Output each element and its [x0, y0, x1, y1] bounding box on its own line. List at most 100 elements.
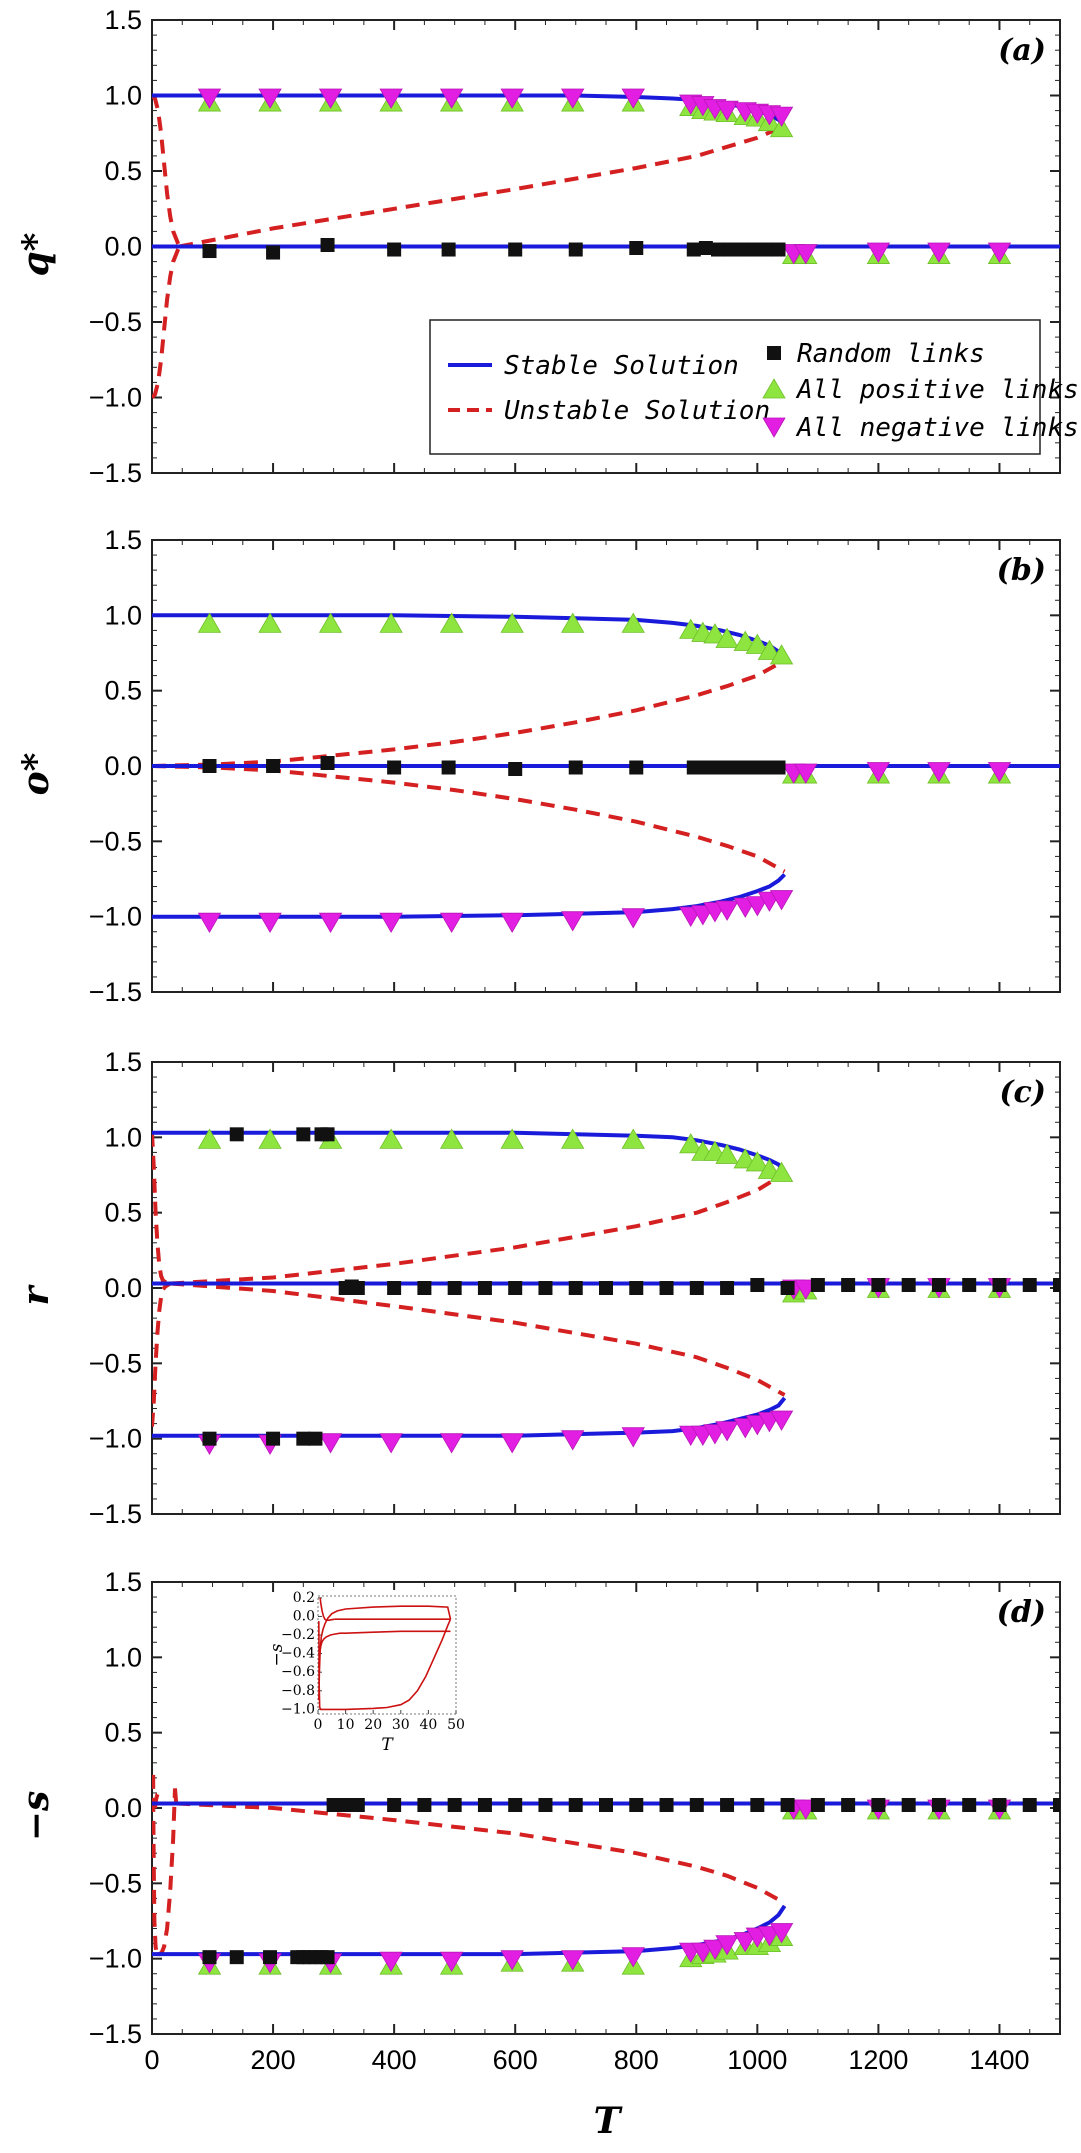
positive-link-point: [379, 612, 403, 633]
negative-link-point: [794, 244, 818, 265]
random-link-point: [780, 1797, 795, 1812]
y-tick-label: 0.5: [104, 156, 142, 186]
random-link-point: [841, 1797, 856, 1812]
random-link-point: [629, 241, 644, 256]
random-link-point: [735, 242, 750, 257]
inset-x-tick-label: 10: [337, 1717, 355, 1733]
panel-label: (c): [999, 1075, 1046, 1110]
y-tick-label: −0.5: [89, 826, 142, 856]
legend-random-swatch: [767, 346, 781, 360]
y-tick-label: 0.0: [104, 232, 142, 262]
positive-link-point: [745, 633, 770, 654]
negative-link-point: [379, 912, 403, 933]
plot-area: [152, 612, 1060, 933]
inset-chart: 0.2 0.0 −0.2 −0.4 −0.6 −0.8 −1.00 10 20 30 40 50 T −s: [267, 1590, 468, 1755]
random-link-point: [263, 1950, 278, 1965]
random-link-point: [538, 1797, 553, 1812]
inset-y-tick-label: −0.6: [281, 1664, 315, 1680]
legend-negative-swatch: [762, 417, 786, 438]
random-link-point: [417, 1797, 432, 1812]
negative-link-point: [500, 1950, 524, 1971]
random-link-point: [326, 1797, 341, 1812]
negative-link-point: [379, 1951, 403, 1972]
y-tick-label: 0.0: [104, 751, 142, 781]
y-tick-label: 0.0: [104, 1793, 142, 1823]
random-link-point: [992, 1797, 1007, 1812]
negative-link-point: [794, 763, 818, 784]
random-link-point: [750, 1277, 765, 1292]
random-link-point: [747, 242, 762, 257]
negative-link-point: [318, 1433, 343, 1454]
inset-x-tick-label: 50: [447, 1717, 465, 1733]
random-link-point: [710, 242, 725, 257]
random-link-point: [441, 760, 456, 775]
random-link-point: [747, 760, 762, 775]
random-link-point: [992, 1277, 1007, 1292]
y-tick-label: 1.0: [104, 81, 142, 111]
x-tick-label: 1000: [727, 2045, 787, 2075]
positive-link-point: [258, 1128, 282, 1149]
positive-link-point: [703, 623, 727, 644]
negative-link-point: [715, 100, 739, 121]
inset-x-tick-label: 20: [364, 1717, 382, 1733]
x-tick-label: 600: [493, 2045, 538, 2075]
y-tick-label: −1.5: [89, 977, 142, 1007]
random-link-point: [698, 760, 713, 775]
random-link-point: [202, 1431, 217, 1446]
y-tick-label: −1.0: [89, 1944, 142, 1974]
x-tick-label: 800: [614, 2045, 659, 2075]
panel-label: (d): [997, 1595, 1046, 1630]
negative-link-point: [500, 88, 524, 109]
y-tick-label: 1.0: [104, 1642, 142, 1672]
random-link-point: [962, 1277, 977, 1292]
panel-label: (b): [997, 553, 1046, 588]
y-axis-label: r: [15, 1283, 57, 1305]
y-tick-label: −1.0: [89, 1424, 142, 1454]
random-link-point: [568, 1281, 583, 1295]
negative-link-point: [621, 908, 645, 929]
negative-link-point: [258, 88, 282, 109]
x-tick-label: 1200: [848, 2045, 908, 2075]
inset-curve-0: [319, 1597, 335, 1621]
y-tick-label: 0.5: [104, 676, 142, 706]
y-tick-label: 0.0: [104, 1273, 142, 1303]
y-tick-label: 1.5: [104, 1567, 142, 1597]
random-link-point: [441, 242, 456, 257]
unstable-curve-2: [170, 1171, 786, 1286]
negative-link-point: [561, 911, 585, 932]
random-link-point: [1053, 1797, 1060, 1812]
random-link-point: [447, 1797, 462, 1812]
unstable-curve-1: [152, 245, 182, 399]
random-link-point: [320, 755, 335, 770]
random-link-point: [1053, 1277, 1060, 1292]
positive-link-point: [621, 1128, 645, 1149]
plot-area: [152, 1127, 1060, 1455]
panel-d: 1.51.00.50.0−0.5−1.0−1.50 200 400 600 800 100…: [15, 1567, 1061, 2075]
random-link-point: [750, 1797, 765, 1812]
random-link-point: [477, 1797, 492, 1812]
positive-link-point: [757, 639, 782, 660]
random-link-point: [871, 1277, 886, 1292]
negative-link-point: [621, 1427, 645, 1448]
inset-y-tick-label: 0.2: [293, 1590, 315, 1606]
inset-x-tick-label: 40: [419, 1717, 437, 1733]
negative-link-point: [715, 1935, 739, 1956]
unstable-curve-2: [178, 123, 786, 249]
inset-y-tick-label: 0.0: [293, 1608, 315, 1624]
random-link-point: [599, 1797, 613, 1812]
positive-link-point: [561, 612, 585, 633]
y-tick-label: −0.5: [89, 1348, 142, 1378]
positive-link-point: [769, 644, 794, 665]
positive-link-point: [769, 116, 794, 138]
unstable-curve-1: [152, 1281, 172, 1427]
random-link-point: [686, 760, 701, 775]
stable-curve-0: [152, 1130, 787, 1174]
unstable-curve-4: [176, 1801, 786, 1905]
negative-link-point: [715, 900, 739, 921]
random-link-point: [901, 1797, 916, 1812]
y-tick-label: 0.5: [104, 1718, 142, 1748]
random-link-point: [962, 1797, 977, 1812]
random-link-point: [931, 1797, 946, 1812]
negative-link-point: [197, 88, 222, 109]
